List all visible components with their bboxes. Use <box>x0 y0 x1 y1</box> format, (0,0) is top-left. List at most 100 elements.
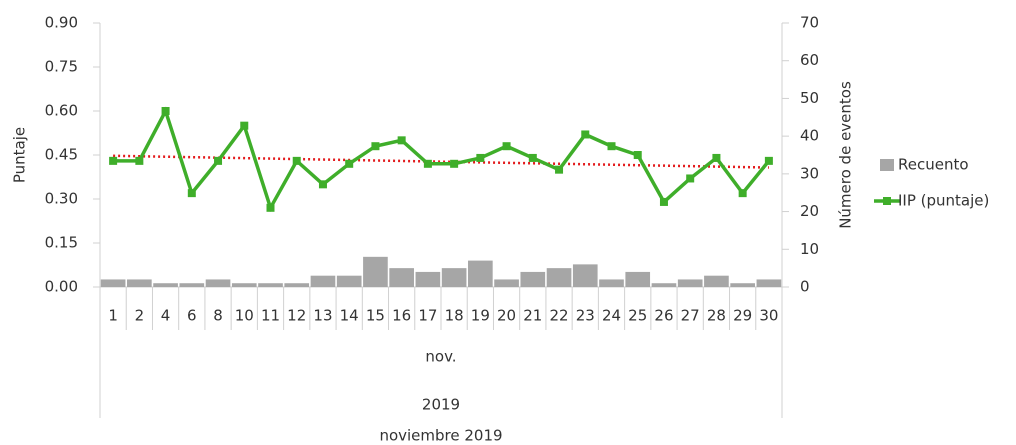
x-tick-label: 14 <box>340 307 359 325</box>
x-tick-label: 22 <box>549 307 568 325</box>
y-tick-label: 0.90 <box>45 14 78 32</box>
x-tick-label: 16 <box>392 307 411 325</box>
y2-tick-label: 10 <box>800 240 819 258</box>
x-tick-label: 13 <box>313 307 332 325</box>
bar <box>704 275 729 287</box>
y2-tick-label: 30 <box>800 164 819 182</box>
x-tick-label: 21 <box>523 307 542 325</box>
x-tick-label: 26 <box>654 307 673 325</box>
x-tick-label: 25 <box>628 307 647 325</box>
legend-swatch <box>883 197 891 205</box>
x-tick-label: 30 <box>759 307 778 325</box>
y2-tick-label: 40 <box>800 127 819 145</box>
point <box>686 174 695 183</box>
line <box>113 106 771 213</box>
legend-swatch <box>880 159 894 171</box>
x-tick-label: 19 <box>471 307 490 325</box>
bar <box>231 283 257 287</box>
bar <box>205 279 231 287</box>
x-tick-label: 27 <box>681 307 700 325</box>
bar <box>127 279 152 287</box>
bar <box>730 283 755 287</box>
x-tick-label: 10 <box>235 307 254 325</box>
bar <box>599 279 624 287</box>
point <box>371 142 380 151</box>
y2-axis-title: Número de eventos <box>837 81 855 229</box>
x-tick-label: 29 <box>733 307 752 325</box>
point <box>712 153 721 162</box>
bar <box>389 268 414 287</box>
y-tick-label: 0.00 <box>45 278 78 296</box>
point <box>607 142 616 151</box>
bar <box>468 260 493 287</box>
bar <box>179 283 205 287</box>
x-tick-label: 4 <box>161 307 171 325</box>
point <box>187 189 196 198</box>
y-tick-label: 0.75 <box>45 58 78 76</box>
x-tick-label: 24 <box>602 307 621 325</box>
y2-tick-label: 20 <box>800 202 819 220</box>
bar <box>415 271 441 287</box>
bar <box>336 275 362 287</box>
x-tick-label: 23 <box>576 307 595 325</box>
bar <box>494 279 519 287</box>
bar <box>520 271 546 287</box>
point <box>633 151 642 159</box>
bar <box>651 283 677 287</box>
bar <box>625 271 651 287</box>
point <box>109 156 118 165</box>
bar <box>756 279 782 287</box>
point <box>423 159 432 168</box>
legend-label: IIP (puntaje) <box>898 192 989 210</box>
x-tick-label: 8 <box>213 307 223 325</box>
x-tick-label: 17 <box>418 307 437 325</box>
x-tick-label: 15 <box>366 307 385 325</box>
legend-label: Recuento <box>898 156 969 174</box>
trendline <box>113 154 769 169</box>
bar <box>284 283 310 287</box>
y-axis-title: Puntaje <box>11 127 29 183</box>
bar <box>100 279 126 287</box>
point <box>266 203 275 212</box>
point <box>738 189 747 198</box>
point <box>528 153 537 162</box>
point <box>450 159 459 168</box>
y-tick-label: 0.60 <box>45 102 78 120</box>
bar <box>572 264 598 287</box>
y2-tick-label: 60 <box>800 51 819 69</box>
y2-tick-label: 70 <box>800 14 819 32</box>
point <box>240 121 249 130</box>
point <box>292 156 301 165</box>
point <box>555 165 564 174</box>
y2-tick-label: 50 <box>800 89 819 107</box>
x-tick-label: 11 <box>261 307 280 325</box>
y-tick-label: 0.15 <box>45 234 78 252</box>
x-tick-label: 18 <box>445 307 464 325</box>
y-tick-label: 0.45 <box>45 146 78 164</box>
point <box>161 107 170 115</box>
point <box>502 142 511 151</box>
bar <box>677 279 703 287</box>
x-tick-label: 1 <box>108 307 118 325</box>
point <box>476 153 485 162</box>
bar <box>258 283 283 287</box>
x-tick-label: 12 <box>287 307 306 325</box>
bar <box>441 268 467 287</box>
bar <box>363 256 388 287</box>
point <box>581 130 590 139</box>
bar <box>546 268 572 287</box>
point <box>214 156 223 165</box>
x-level-label: nov. <box>425 348 456 366</box>
x-tick-label: 6 <box>187 307 197 325</box>
bar <box>310 275 336 287</box>
x-level-label: 2019 <box>422 396 460 414</box>
point <box>764 156 773 165</box>
y-tick-label: 0.30 <box>45 190 78 208</box>
y2-tick-label: 0 <box>800 278 810 296</box>
x-tick-label: 20 <box>497 307 516 325</box>
point <box>318 180 327 189</box>
point <box>345 159 354 168</box>
bar <box>153 283 178 287</box>
point <box>135 156 144 165</box>
